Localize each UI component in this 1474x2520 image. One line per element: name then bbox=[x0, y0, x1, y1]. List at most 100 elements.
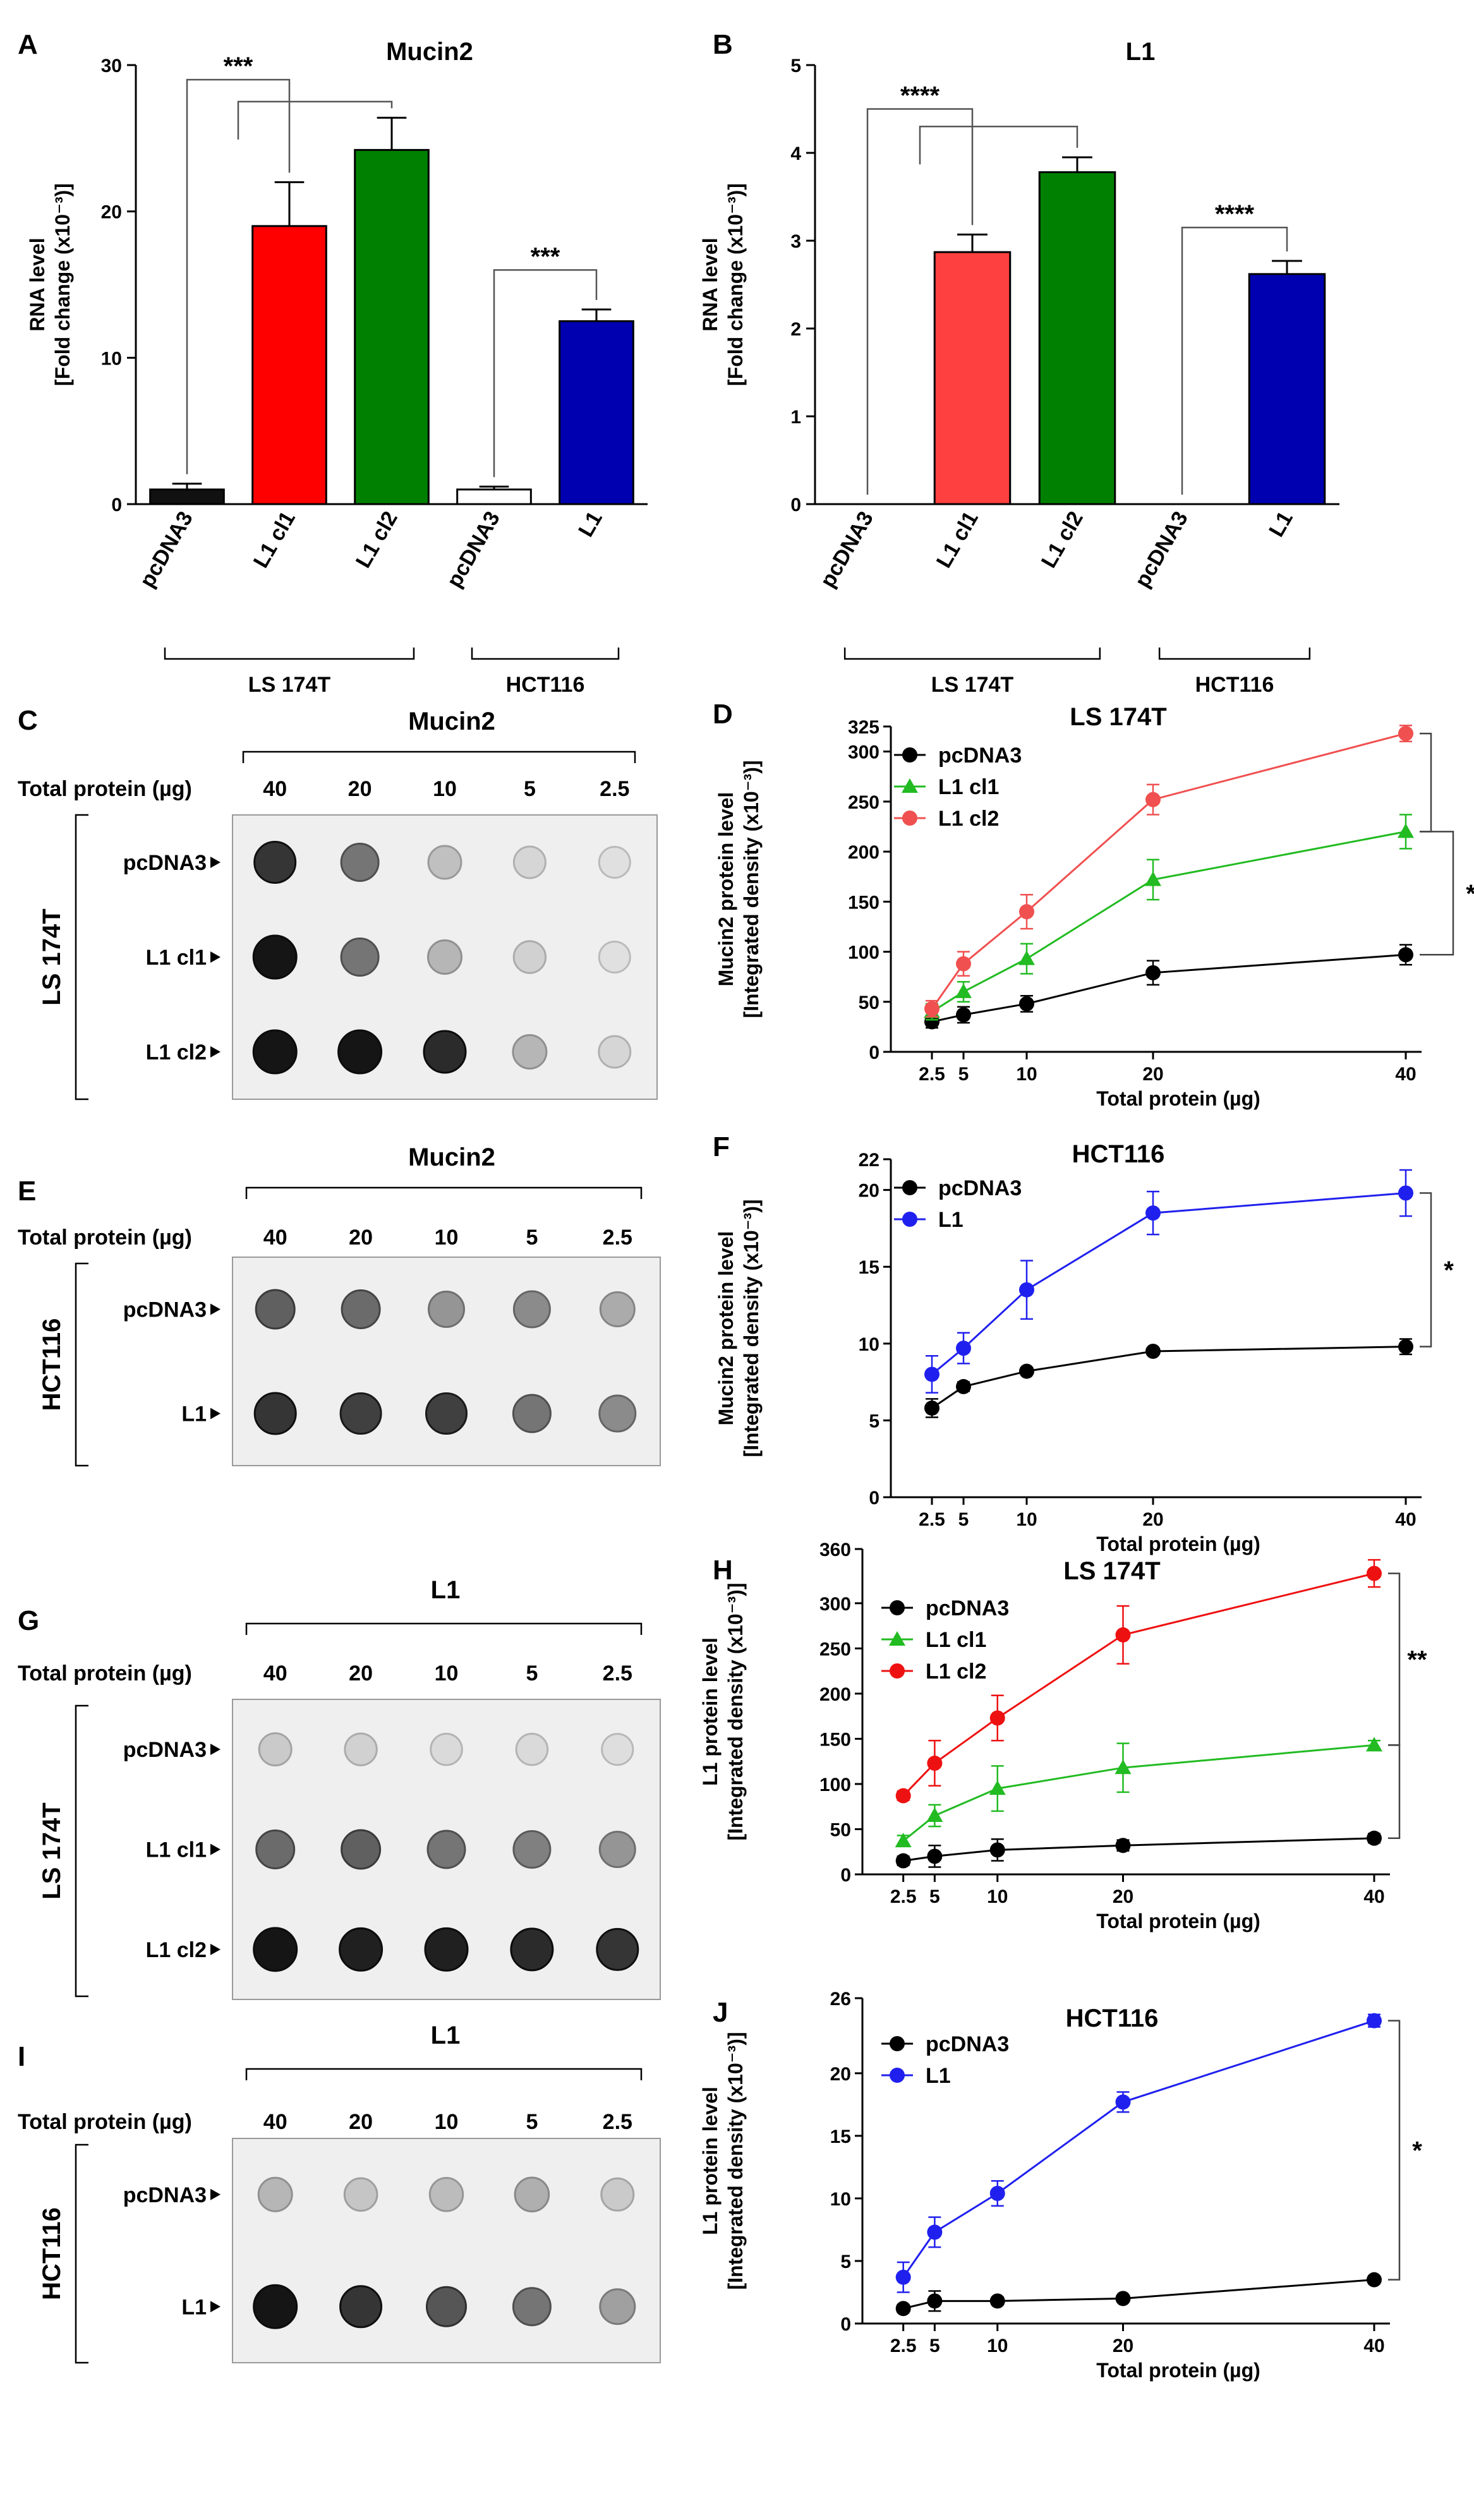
blot-dot-C-2-0 bbox=[252, 1029, 298, 1075]
y-tick-label-H: 200 bbox=[819, 1684, 851, 1705]
y-tick-label-F: 0 bbox=[869, 1488, 879, 1509]
y-tick-label-H: 50 bbox=[830, 1819, 851, 1840]
significance-label-J-0: * bbox=[1412, 2137, 1422, 2165]
row-label-I-1: L1 bbox=[181, 2295, 207, 2319]
panel-label-A: A bbox=[18, 29, 38, 60]
blot-title-C: Mucin2 bbox=[408, 708, 495, 735]
x-tick-label-F: 20 bbox=[1142, 1509, 1163, 1530]
y-axis-label-line2: [Fold change (x10⁻³)] bbox=[51, 183, 74, 386]
data-point-D-2-0 bbox=[924, 1001, 939, 1016]
data-point-D-0-2 bbox=[1019, 996, 1034, 1011]
blot-dot-I-1-3 bbox=[512, 2287, 552, 2327]
x-tick-label-H: 20 bbox=[1113, 1886, 1133, 1907]
amount-value-G-3: 5 bbox=[526, 1661, 538, 1685]
legend-marker-D-0 bbox=[902, 747, 917, 763]
y-tick-label-F: 10 bbox=[859, 1334, 879, 1355]
dot-blot-G: G L1 Total protein (µg) 40 20 10 5 2.5 LS 174T pc… bbox=[18, 1576, 661, 2000]
blot-dot-C-0-0 bbox=[253, 841, 297, 884]
blot-dot-C-2-2 bbox=[423, 1030, 467, 1074]
y-tick-label-J: 15 bbox=[830, 2126, 851, 2147]
data-point-H-2-4 bbox=[1367, 1565, 1382, 1581]
blot-bracket-G bbox=[245, 1622, 643, 1635]
y-tick-label-D: 200 bbox=[848, 842, 879, 863]
amount-label-I: Total protein (µg) bbox=[18, 2110, 192, 2134]
group-bracket-A-0 bbox=[164, 648, 415, 660]
significance-label-B-0: **** bbox=[900, 82, 940, 110]
y-axis-label-line1: L1 protein level bbox=[699, 1637, 722, 1786]
blot-dot-G-0-2 bbox=[430, 1732, 463, 1766]
blot-title-G: L1 bbox=[431, 1576, 461, 1604]
y-tick-label-J: 5 bbox=[840, 2252, 851, 2272]
data-point-J-1-4 bbox=[1367, 2013, 1382, 2029]
data-point-J-0-2 bbox=[989, 2293, 1005, 2309]
row-arrow-icon bbox=[210, 2188, 220, 2200]
cell-line-label-E: HCT116 bbox=[38, 1318, 66, 1411]
x-tick-label-F: 10 bbox=[1016, 1509, 1037, 1530]
y-tick-label-A: 20 bbox=[101, 202, 122, 223]
y-tick-label-D: 100 bbox=[848, 943, 879, 963]
group-label-A-0: LS 174T bbox=[248, 673, 331, 697]
series-line-F-0 bbox=[931, 1346, 1406, 1409]
row-arrow-icon bbox=[210, 1943, 220, 1955]
group-label-B-0: LS 174T bbox=[931, 673, 1014, 697]
data-point-F-1-2 bbox=[1019, 1282, 1034, 1298]
x-tick-label-D: 40 bbox=[1395, 1064, 1416, 1085]
series-line-J-1 bbox=[902, 2020, 1375, 2278]
data-point-H-1-4 bbox=[1366, 1737, 1382, 1752]
blot-dot-G-1-2 bbox=[426, 1830, 466, 1869]
blot-title-E: Mucin2 bbox=[408, 1143, 495, 1171]
blot-dot-I-1-1 bbox=[339, 2285, 383, 2329]
blot-dot-C-0-1 bbox=[340, 843, 380, 882]
bar-B-1 bbox=[933, 251, 1012, 505]
x-tick-label-J: 20 bbox=[1113, 2336, 1133, 2356]
y-axis-label-A: RNA level [Fold change (x10⁻³)] bbox=[26, 183, 74, 386]
blot-dot-G-0-1 bbox=[344, 1732, 378, 1766]
amount-value-I-0: 40 bbox=[263, 2110, 287, 2134]
x-axis-label-F: Total protein (µg) bbox=[1096, 1533, 1260, 1555]
x-tick-label-A-3: pcDNA3 bbox=[442, 507, 505, 592]
significance-label-F-0: * bbox=[1444, 1257, 1454, 1284]
y-axis-label-D: Mucin2 protein level [Integrated density … bbox=[715, 760, 763, 1018]
data-point-H-1-3 bbox=[1115, 1759, 1132, 1775]
x-tick-label-D: 5 bbox=[958, 1064, 969, 1085]
row-arrow-icon bbox=[210, 857, 220, 868]
group-bracket-B-1 bbox=[1158, 648, 1311, 660]
blot-dot-E-1-1 bbox=[339, 1392, 382, 1435]
cell-line-text: HCT116 bbox=[38, 2207, 66, 2300]
significance-bracket-H-0 bbox=[1388, 1572, 1401, 1746]
data-point-H-1-1 bbox=[926, 1807, 943, 1823]
bar-chart-A: A Mucin2 0 10 20 30 RNA level [Fold change (x10… bbox=[18, 29, 648, 697]
blot-dot-E-0-0 bbox=[255, 1289, 296, 1330]
y-tick-label-J: 20 bbox=[830, 2064, 851, 2085]
data-point-D-1-1 bbox=[955, 983, 972, 998]
data-point-H-2-1 bbox=[927, 1756, 943, 1771]
data-point-H-0-3 bbox=[1115, 1838, 1131, 1854]
category-label: pcDNA3 bbox=[816, 507, 878, 592]
legend-label-F-0: pcDNA3 bbox=[938, 1176, 1022, 1200]
significance-bracket-A-0 bbox=[186, 78, 291, 474]
blot-dot-G-0-4 bbox=[601, 1733, 634, 1766]
y-tick-label-A: 10 bbox=[101, 348, 122, 369]
category-label: pcDNA3 bbox=[442, 507, 505, 592]
significance-bracket-D-0 bbox=[1420, 732, 1432, 833]
series-J-0 bbox=[895, 2272, 1382, 2317]
y-tick-label-H: 250 bbox=[819, 1639, 851, 1660]
y-axis-label-line1: Mucin2 protein level bbox=[715, 1231, 737, 1426]
data-point-F-1-0 bbox=[924, 1366, 939, 1382]
amount-value-E-0: 40 bbox=[263, 1226, 287, 1250]
blot-bracket-I bbox=[245, 2068, 643, 2080]
blot-dot-E-0-2 bbox=[428, 1291, 465, 1328]
amount-value-C-4: 2.5 bbox=[600, 777, 629, 801]
x-tick-label-J: 5 bbox=[929, 2336, 940, 2356]
y-axis-label-line2: [Fold change (x10⁻³)] bbox=[724, 183, 747, 386]
y-tick-label-D: 250 bbox=[848, 792, 879, 813]
x-tick-label-J: 40 bbox=[1363, 2336, 1384, 2356]
blot-dot-I-0-2 bbox=[428, 2177, 464, 2212]
amount-value-G-2: 10 bbox=[435, 1661, 459, 1685]
series-line-D-2 bbox=[931, 732, 1406, 1010]
series-H-1 bbox=[895, 1737, 1382, 1848]
y-tick-label-D: 300 bbox=[848, 742, 879, 763]
x-tick-label-B-4: L1 bbox=[1264, 507, 1298, 541]
chart-title-F: HCT116 bbox=[1072, 1140, 1165, 1168]
y-axis-label-line1: RNA level bbox=[699, 238, 722, 331]
